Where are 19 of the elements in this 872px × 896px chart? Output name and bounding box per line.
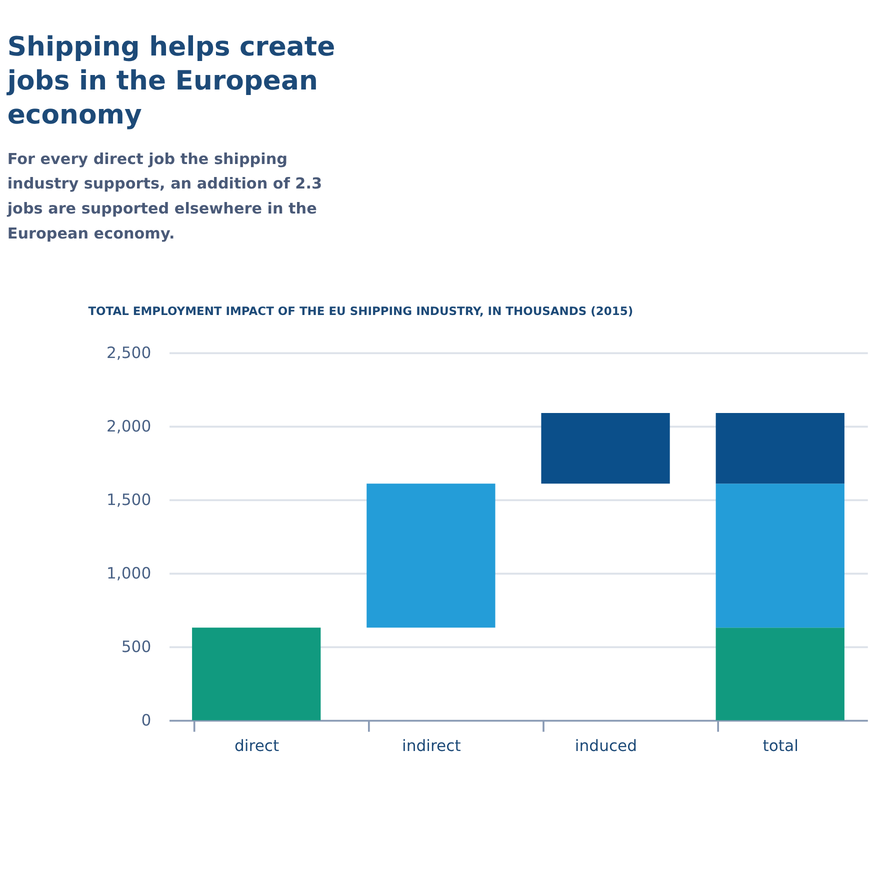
y-tick-label: 500	[121, 638, 152, 656]
chart-title: Shipping helps create jobs in the European economy	[6, 31, 336, 130]
y-tick-label: 0	[141, 711, 152, 730]
text: TOTAL EMPLOYMENT IMPACT OF THE EU SHIPPING INDUSTRY, IN THOUSANDS (2015)	[88, 304, 634, 318]
y-tick-label: 2,500	[106, 344, 152, 362]
y-tick-label: 1,500	[106, 490, 152, 509]
bar	[716, 484, 844, 628]
y-tick-label: 2,000	[106, 417, 152, 436]
y-tick-label: 1,000	[106, 564, 152, 582]
x-tick-label: direct	[234, 737, 280, 756]
bar	[716, 628, 844, 720]
chart-subtitle: For every direct job the shipping industry supports, an addition of 2.3 jobs are supported elsewhere in the European economy.	[6, 150, 322, 242]
bar	[541, 413, 670, 484]
x-tick-label: indirect	[402, 737, 461, 756]
bar	[366, 484, 496, 628]
bar	[192, 628, 321, 720]
x-tick-label: total	[762, 737, 798, 756]
bar	[716, 413, 844, 484]
x-tick-label: induced	[574, 737, 638, 756]
